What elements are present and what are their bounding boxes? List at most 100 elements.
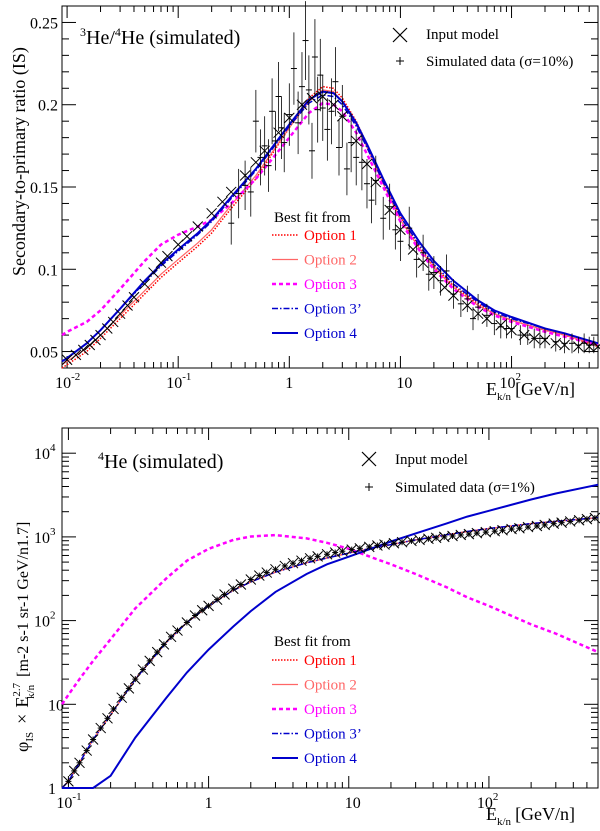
bottom-ylabel-e-sup: 2.7: [11, 682, 23, 696]
top-x-tick-label: 102: [500, 371, 522, 392]
bottom-fit-legend-label: Option 3: [304, 702, 357, 718]
bottom-x-tick-label-base: 1: [205, 795, 213, 812]
bottom-model-point: [235, 579, 247, 590]
top-data-point: [457, 290, 464, 317]
bottom-x-tick-label-base: 10: [345, 795, 361, 812]
bottom-model-point: [287, 557, 299, 569]
bottom-fit-legend-item: Option 1: [272, 653, 357, 669]
bottom-model-point: [95, 722, 107, 734]
top-x-tick-label-base: 1: [285, 375, 293, 392]
bottom-input-model: [63, 512, 600, 787]
top-model-point: [461, 300, 473, 311]
bottom-fit-legend-label: Option 2: [304, 678, 357, 694]
top-model-point: [361, 158, 373, 170]
top-data-point: [517, 325, 524, 345]
top-model-point: [384, 204, 396, 216]
top-data-point: [406, 206, 413, 250]
top-data-point: [536, 328, 543, 349]
top-data-point: [392, 210, 399, 250]
bottom-y-tick-label: 103: [34, 526, 56, 547]
bottom-ylabel-times: ×: [12, 714, 32, 724]
bottom-model-point: [137, 664, 149, 675]
top-data-point: [363, 159, 370, 209]
bottom-legend-simulated-data: Simulated data (σ=1%): [365, 480, 535, 496]
top-model-point: [350, 135, 362, 147]
bottom-model-point: [87, 734, 99, 745]
bottom-y-tick-label-base: 10: [34, 614, 50, 631]
bottom-x-tick-label-exp: -1: [72, 791, 81, 803]
bottom-model-point: [116, 692, 128, 704]
top-fit-legend-label: Option 3: [304, 277, 357, 293]
bottom-model-point: [589, 512, 600, 524]
bottom-fit-legend-label: Option 4: [304, 751, 357, 767]
bottom-ylabel-phi: φ: [12, 742, 32, 752]
bottom-title-part1: He (simulated): [104, 451, 223, 473]
top-y-tick-label: 0.2: [38, 98, 58, 115]
top-model-point: [336, 110, 348, 122]
top-x-tick-label: 10: [396, 375, 412, 392]
bottom-model-point: [304, 552, 316, 564]
top-model-point: [481, 313, 493, 324]
top-model-point: [181, 231, 193, 242]
top-data-point: [290, 32, 297, 105]
bottom-model-point: [144, 655, 156, 667]
bottom-model-point: [151, 646, 163, 658]
bottom-xlabel-sub: k/n: [497, 816, 512, 828]
top-model-point: [107, 316, 119, 328]
top-x-tick-label-exp: -2: [71, 371, 80, 383]
top-model-point: [114, 308, 126, 320]
bottom-fit-legend-item: Option 4: [272, 751, 357, 767]
bottom-model-point: [471, 527, 483, 539]
bottom-y-tick-label-base: 10: [48, 697, 64, 714]
bottom-legend-input-model-label: Input model: [395, 452, 468, 468]
bottom-model-point: [74, 757, 85, 769]
bottom-model-point: [227, 583, 239, 595]
bottom-xlabel-unit: [GeV/n]: [515, 804, 575, 824]
top-data-point: [275, 61, 282, 132]
bottom-y-tick-label-exp: 2: [50, 610, 56, 622]
top-data-point: [298, 52, 305, 122]
top-model-point: [317, 91, 329, 102]
top-model-point: [506, 324, 517, 336]
top-data-point: [380, 196, 387, 240]
bottom-xlabel: Ek/n [GeV/n]: [486, 804, 575, 828]
top-model-point: [306, 92, 318, 104]
top-data-point: [311, 19, 318, 95]
bottom-model-point: [181, 617, 193, 628]
top-input-model: [61, 91, 600, 366]
top-data-point: [286, 83, 293, 146]
bottom-model-point: [189, 610, 201, 621]
bottom-series-line: [62, 483, 599, 789]
bottom-model-point: [123, 683, 135, 694]
top-fit-legend-item: Option 3’: [272, 302, 362, 318]
top-model-point: [273, 127, 284, 139]
top-data-point: [324, 98, 331, 161]
top-data-point: [247, 167, 254, 217]
top-x-tick-label-exp: -1: [182, 371, 191, 383]
top-legend-simulated-data: Simulated data (σ=10%): [396, 54, 573, 70]
top-fit-legend-title: Best fit from: [274, 210, 351, 226]
bottom-ylabel-e-sub: k/n: [25, 684, 37, 699]
top-x-tick-label-base: 10: [396, 375, 412, 392]
bottom-model-point: [497, 524, 508, 536]
top-fit-legend-label: Option 3’: [304, 302, 362, 318]
top-data-point: [413, 241, 420, 278]
bottom-x-tick-label: 1: [205, 795, 213, 812]
bottom-y-tick-label-exp: 4: [50, 442, 56, 454]
bottom-model-point: [261, 567, 273, 578]
top-model-point: [439, 282, 450, 293]
top-ylabel: Secondary-to-primary ratio (IS): [9, 47, 30, 276]
bottom-model-point: [336, 545, 348, 557]
bottom-fit-legend-title: Best fit from: [274, 634, 351, 650]
bottom-model-point: [219, 589, 230, 600]
top-model-point: [518, 329, 530, 341]
bottom-ylabel-e: E: [12, 697, 32, 708]
bottom-x-tick-label: 10-1: [56, 791, 81, 812]
bottom-model-point: [129, 673, 141, 685]
top-data-point: [314, 76, 321, 143]
top-y-tick-label: 0.05: [30, 345, 58, 362]
